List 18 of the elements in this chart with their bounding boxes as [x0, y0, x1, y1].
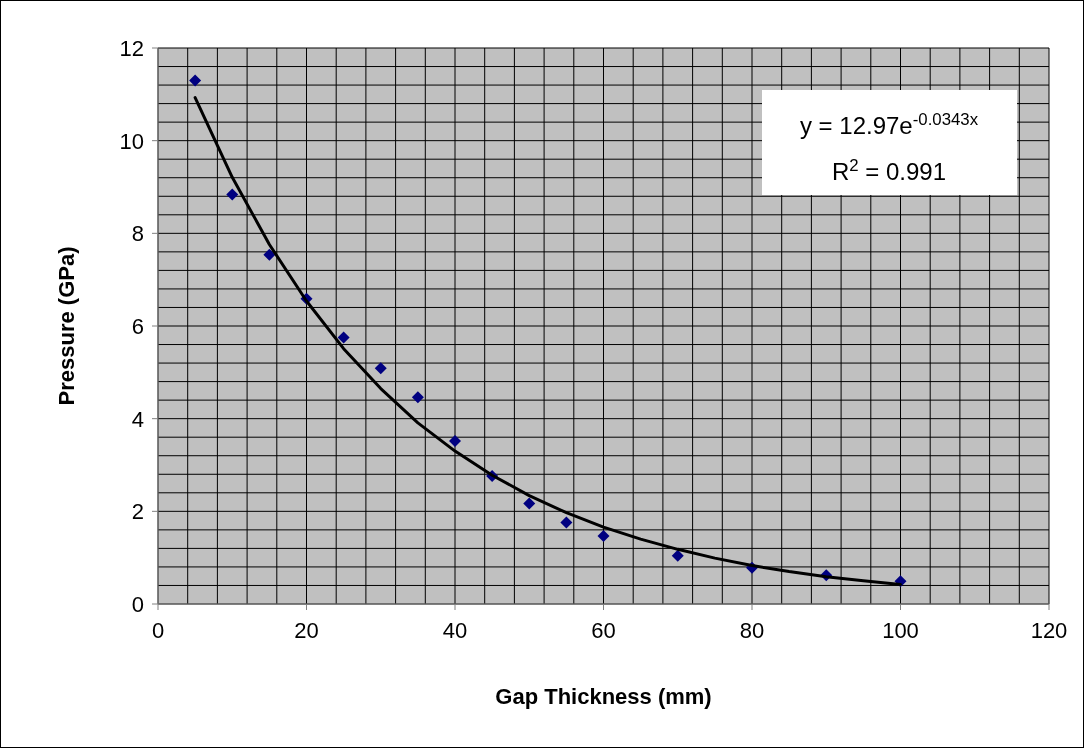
x-tick-label: 80	[739, 618, 765, 643]
y-tick-label: 4	[131, 406, 144, 432]
y-tick-label: 2	[131, 499, 144, 525]
x-tick-label: 60	[591, 618, 616, 643]
y-tick-label: 12	[119, 36, 144, 61]
y-tick-label: 0	[131, 592, 144, 617]
x-axis-title: Gap Thickness (mm)	[495, 684, 712, 709]
y-tick-label: 6	[131, 314, 144, 339]
y-axis-title: Pressure (GPa)	[54, 246, 79, 406]
x-tick-label: 0	[151, 618, 165, 643]
x-tick-label: 100	[882, 618, 919, 643]
annotation: R$^{2}$ = 0.991	[831, 155, 947, 185]
annotation: y = 12.97e$^{-0.0343x}$	[799, 109, 979, 139]
x-tick-label: 20	[294, 618, 319, 643]
y-tick-label: 8	[131, 221, 144, 247]
x-tick-label: 40	[442, 618, 468, 643]
x-tick-label: 120	[1030, 618, 1068, 643]
y-tick-label: 10	[119, 128, 144, 154]
